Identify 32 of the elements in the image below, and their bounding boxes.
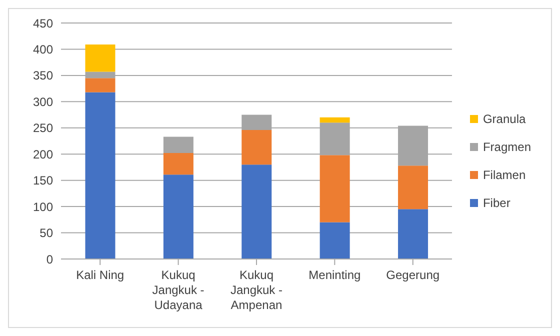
bar <box>163 153 194 175</box>
y-tick-label: 200 <box>32 147 54 162</box>
y-tick-label: 400 <box>32 42 54 56</box>
bar <box>163 174 194 259</box>
bar <box>320 155 350 222</box>
x-tick-label: Meninting <box>308 268 361 282</box>
y-tick-label: 50 <box>40 226 54 240</box>
x-tick-label: Kukuq Jangkuk - Ampenan <box>230 268 282 312</box>
bar <box>320 117 350 123</box>
bar <box>85 92 116 259</box>
y-tick-label: 300 <box>32 94 54 109</box>
y-tick-label: 100 <box>32 200 54 214</box>
legend-label: Granula <box>482 112 526 126</box>
y-tick-label: 0 <box>46 252 54 266</box>
y-tick-label: 250 <box>32 121 54 136</box>
bar <box>320 222 350 259</box>
bar <box>85 78 116 92</box>
bar <box>163 136 194 154</box>
bar <box>398 209 428 259</box>
legend-label: Filamen <box>482 168 526 182</box>
bar <box>398 166 428 210</box>
y-tick-label: 350 <box>32 68 54 83</box>
x-tick-label: Kukuq Jangkuk - Udayana <box>152 268 204 312</box>
legend-label: Fiber <box>482 196 510 210</box>
y-tick-label: 450 <box>32 16 54 30</box>
bar <box>242 130 272 165</box>
bar <box>242 164 272 259</box>
legend-label: Fragmen <box>482 140 531 154</box>
y-tick-label: 150 <box>32 174 54 188</box>
x-tick-label: Kali Ning <box>76 268 124 282</box>
x-tick-label: Gegerung <box>386 268 440 282</box>
bar <box>85 44 116 72</box>
